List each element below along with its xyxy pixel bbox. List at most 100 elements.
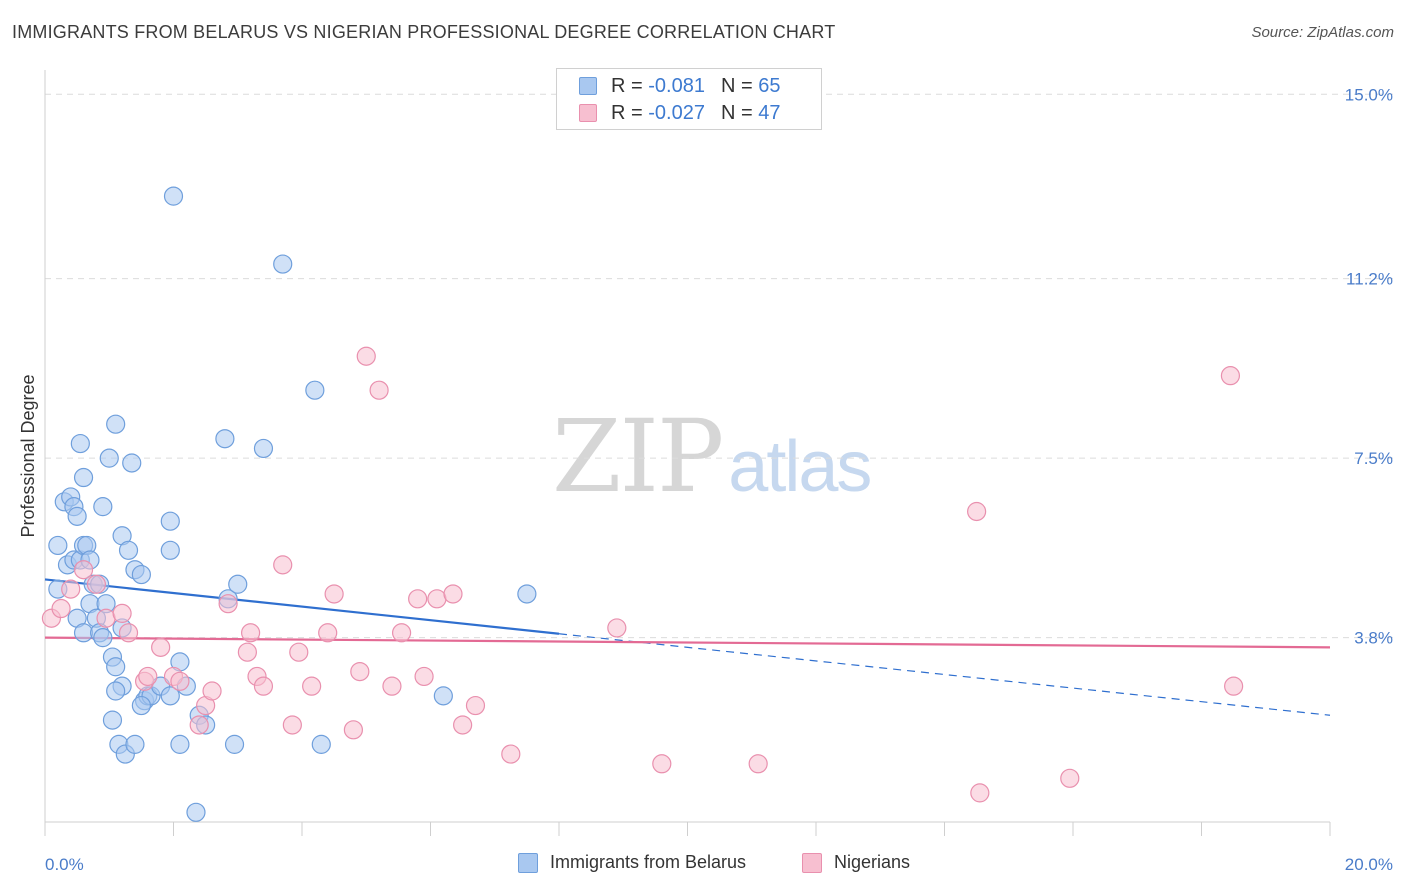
nigerian-point <box>1220 366 1241 386</box>
axis-labels: 3.8% 7.5% 11.2% 15.0% 0.0% 20.0% <box>45 85 1393 874</box>
nigerian-point <box>189 715 209 735</box>
belarus-point <box>228 574 248 594</box>
nigerian-point <box>138 666 158 687</box>
nigerian-point <box>302 676 322 696</box>
belarus-point <box>93 628 113 648</box>
nigerian-point <box>282 715 302 735</box>
x-tick-label: 0.0% <box>45 855 84 874</box>
nigerian-swatch <box>579 104 597 122</box>
belarus-point <box>517 584 537 604</box>
legend-r-label: R = <box>611 74 643 97</box>
legend-n-value: 47 <box>758 101 781 124</box>
correlation-legend: R = -0.081 N = 65 R = -0.027 N = 47 <box>556 68 822 130</box>
nigerian-point <box>289 642 309 662</box>
legend-row-nigerians: R = -0.027 N = 47 <box>579 100 780 126</box>
belarus-point <box>215 429 235 449</box>
watermark-atlas: atlas <box>728 427 872 507</box>
nigerian-point <box>324 584 344 604</box>
belarus-legend-swatch <box>518 852 538 873</box>
belarus-trend-projection <box>558 633 1331 716</box>
nigerian-point <box>343 720 363 740</box>
belarus-point <box>131 564 151 585</box>
belarus-point <box>106 657 126 677</box>
legend-r-value: -0.027 <box>648 101 705 124</box>
y-tick-label: 15.0% <box>1345 85 1393 104</box>
trend-lines <box>44 578 1331 716</box>
nigerian-point <box>237 642 257 662</box>
nigerian-point <box>73 560 94 580</box>
belarus-point <box>67 506 87 526</box>
nigerian-point <box>241 623 261 643</box>
nigerian-point <box>112 603 132 623</box>
chart-source: Source: ZipAtlas.com <box>1251 24 1394 41</box>
belarus-point <box>125 734 145 754</box>
nigerian-point <box>408 589 428 609</box>
legend-n-value: 65 <box>758 74 781 97</box>
nigerian-point <box>427 589 447 609</box>
nigerian-point <box>607 618 627 638</box>
belarus-point <box>131 695 151 716</box>
nigerian-point <box>391 623 412 643</box>
legend-n-label: N = <box>720 74 753 97</box>
belarus-point <box>70 433 90 454</box>
nigerian-point <box>51 598 71 619</box>
belarus-point <box>160 540 180 560</box>
nigerian-point <box>318 623 338 643</box>
belarus-point <box>106 414 126 434</box>
nigerian-point <box>453 715 473 735</box>
belarus-point <box>224 734 245 754</box>
belarus-point <box>93 497 113 517</box>
nigerian-point <box>356 346 376 366</box>
y-tick-label: 3.8% <box>1354 629 1393 648</box>
legend-row-belarus: R = -0.081 N = 65 <box>579 73 780 99</box>
nigerian-point <box>273 555 293 575</box>
y-axis-label: Professional Degree <box>18 374 38 537</box>
legend-item-belarus: Immigrants from Belarus <box>518 852 746 873</box>
nigerian-point <box>218 594 238 614</box>
belarus-point <box>160 511 180 531</box>
belarus-swatch <box>579 77 597 95</box>
nigerian-point <box>414 666 434 687</box>
belarus-point <box>73 467 94 488</box>
nigerian-point <box>350 661 370 682</box>
series-nigerian-points <box>41 346 1244 803</box>
nigerian-point <box>96 608 116 628</box>
belarus-point <box>122 453 142 473</box>
legend-r-value: -0.081 <box>648 74 705 97</box>
nigerian-point <box>970 783 990 803</box>
nigerian-point <box>465 695 486 716</box>
legend-r-label: R = <box>611 101 643 124</box>
grid-lines <box>45 93 1394 639</box>
belarus-legend-label: Immigrants from Belarus <box>550 852 747 872</box>
nigerian-point <box>382 676 402 696</box>
nigerian-point <box>967 501 987 522</box>
belarus-point <box>106 681 126 701</box>
nigerian-point <box>369 380 389 400</box>
belarus-point <box>433 686 453 706</box>
nigerian-point <box>748 754 768 774</box>
nigerian-point <box>253 676 274 696</box>
axes <box>44 70 1331 836</box>
belarus-point <box>273 254 293 274</box>
belarus-point <box>253 438 274 459</box>
belarus-point <box>305 380 325 400</box>
nigerian-point <box>1060 768 1080 788</box>
belarus-point <box>311 734 331 754</box>
nigerian-point <box>1224 676 1244 696</box>
nigerian-point <box>501 744 521 764</box>
nigerian-point <box>61 579 81 599</box>
belarus-point <box>186 802 206 822</box>
belarus-point <box>99 448 119 468</box>
nigerian-legend-swatch <box>802 852 822 873</box>
belarus-point <box>102 710 123 730</box>
nigerian-point <box>202 681 222 701</box>
x-tick-label: 20.0% <box>1345 855 1393 874</box>
nigerian-point <box>652 754 672 774</box>
nigerian-point <box>151 637 171 657</box>
belarus-point <box>163 186 184 206</box>
nigerian-point <box>118 623 139 643</box>
nigerian-point <box>443 584 463 604</box>
belarus-point <box>170 734 190 754</box>
nigerian-point <box>170 671 190 691</box>
